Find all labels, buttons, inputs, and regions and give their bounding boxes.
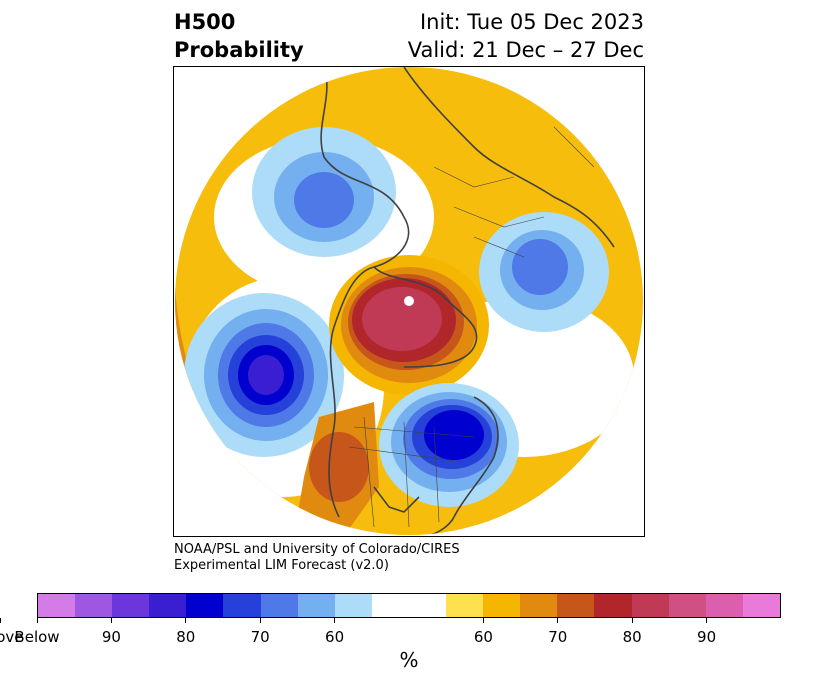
colorbar-segment [38,594,76,617]
colorbar-segment [260,594,298,617]
colorbar-tickmark [259,618,261,623]
colorbar-segment [557,594,595,617]
credit-line-2: Experimental LIM Forecast (v2.0) [174,558,389,573]
colorbar-segment [297,594,335,617]
colorbar-segment [223,594,261,617]
colorbar-segment [520,594,558,617]
below-region-siberia-core [294,172,354,228]
map-title: H500 Probability [174,8,304,64]
colorbar-tickmark [110,618,112,623]
colorbar-segment [112,594,150,617]
colorbar-segment [594,594,632,617]
colorbar-segment [186,594,224,617]
forecast-dates: Init: Tue 05 Dec 2023 Valid: 21 Dec – 27… [408,8,644,64]
below-region-east-us-core [424,410,484,460]
init-date: Init: Tue 05 Dec 2023 [419,10,644,34]
colorbar-tick-label: 80 [622,628,642,646]
colorbar-segment [705,594,743,617]
colorbar-segment [483,594,521,617]
below-region-europe-core [512,239,568,295]
above-region-west-us-core [309,432,369,502]
colorbar-tickmark [185,618,187,623]
colorbar-tick-label: 60 [325,628,345,646]
colorbar-tick-label: Below [14,628,60,646]
above-region-arctic-core [362,287,442,351]
title-line-2: Probability [174,38,304,62]
political-borders [348,126,595,528]
colorbar-tickmark [334,618,336,623]
credit-text: NOAA/PSL and University of Colorado/CIRE… [174,542,460,574]
above-region-atlantic-core [544,487,643,535]
colorbar-segment [334,594,372,617]
colorbar-tick-label: 80 [176,628,196,646]
colorbar-segment [668,594,706,617]
polar-stereographic-map [175,67,643,535]
colorbar-tick-label: Above [0,628,24,646]
valid-range: Valid: 21 Dec – 27 Dec [407,38,644,62]
credit-line-1: NOAA/PSL and University of Colorado/CIRE… [174,542,460,557]
colorbar-unit: % [399,648,419,672]
colorbar-segment [75,594,113,617]
colorbar-tickmark [631,618,633,623]
north-pole-marker [404,296,414,306]
colorbar-segment [631,594,669,617]
colorbar-tickmark [482,618,484,623]
probability-colorbar [37,593,781,618]
colorbar-segment [149,594,187,617]
colorbar-tickmark [557,618,559,623]
colorbar-tick-label: 90 [697,628,717,646]
colorbar-tick-label: 60 [473,628,493,646]
below-region-pacific-core [248,355,284,395]
colorbar-tick-label: 70 [250,628,270,646]
colorbar-tick-label: 90 [101,628,121,646]
colorbar-tickmark [706,618,708,623]
title-line-1: H500 [174,10,236,34]
colorbar-segment [371,594,447,617]
colorbar-tickmark [0,618,1,623]
colorbar-tick-label: 70 [548,628,568,646]
colorbar-tickmark [36,618,38,623]
polar-map-panel [173,66,645,537]
colorbar-segment [742,594,780,617]
colorbar-segment [446,594,484,617]
